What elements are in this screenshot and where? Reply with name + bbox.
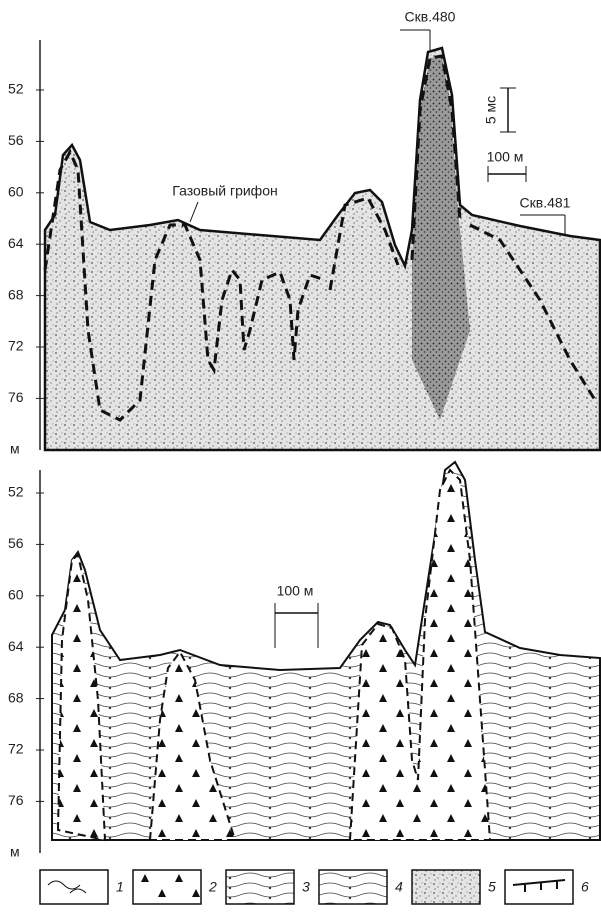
triangle-zone — [148, 650, 237, 841]
layered-sediments — [51, 460, 601, 841]
depth-label: 76 — [8, 389, 24, 405]
well-label: Скв.481 — [520, 195, 571, 211]
gas-griffon-label: Газовый грифон — [172, 183, 277, 199]
legend-number: 2 — [208, 879, 217, 895]
depth-label: 56 — [8, 535, 24, 551]
depth-label: 60 — [8, 184, 24, 200]
interpretation-lines — [43, 54, 597, 422]
depth-unit: м — [10, 441, 20, 457]
depth-label: 64 — [8, 235, 24, 251]
legend-symbol — [512, 879, 566, 892]
legend-swatch — [132, 869, 202, 905]
depth-label: 72 — [8, 741, 24, 757]
legend-swatch — [39, 869, 109, 905]
legend-number: 4 — [395, 879, 403, 895]
legend-number: 5 — [488, 879, 496, 895]
depth-unit: м — [10, 844, 20, 860]
bottom-panel: 100 м — [39, 460, 601, 853]
seismic-section — [43, 46, 601, 452]
depth-label: 68 — [8, 286, 24, 302]
depth-label: 52 — [8, 81, 24, 97]
depth-label: 56 — [8, 132, 24, 148]
dark-zone — [412, 56, 470, 420]
legend-number: 6 — [581, 879, 589, 895]
legend-symbol — [47, 880, 87, 894]
legend-number: 3 — [302, 879, 310, 895]
griffon-leader — [189, 201, 199, 223]
legend-swatch — [411, 869, 481, 905]
triangle-zone — [348, 468, 492, 841]
well-label: Скв.480 — [405, 9, 456, 25]
triangle-zone — [56, 553, 107, 842]
legend-swatch — [504, 869, 574, 905]
depth-label: 64 — [8, 638, 24, 654]
legend: 1 2 3 4 5 6 — [39, 869, 589, 905]
depth-label: 60 — [8, 587, 24, 603]
legend-swatch — [225, 869, 295, 905]
legend-number: 1 — [116, 879, 124, 895]
distance-scale-label: 100 м — [277, 583, 314, 599]
depth-label: 52 — [8, 484, 24, 500]
distance-scale-label: 100 м — [487, 149, 524, 165]
legend-swatch — [318, 869, 388, 905]
top-panel: Скв.480 5 мс 100 м Газовый грифон Скв.48… — [39, 9, 601, 452]
depth-label: 76 — [8, 792, 24, 808]
depth-label: 68 — [8, 689, 24, 705]
time-scale-label: 5 мс — [483, 96, 499, 124]
depth-label: 72 — [8, 338, 24, 354]
